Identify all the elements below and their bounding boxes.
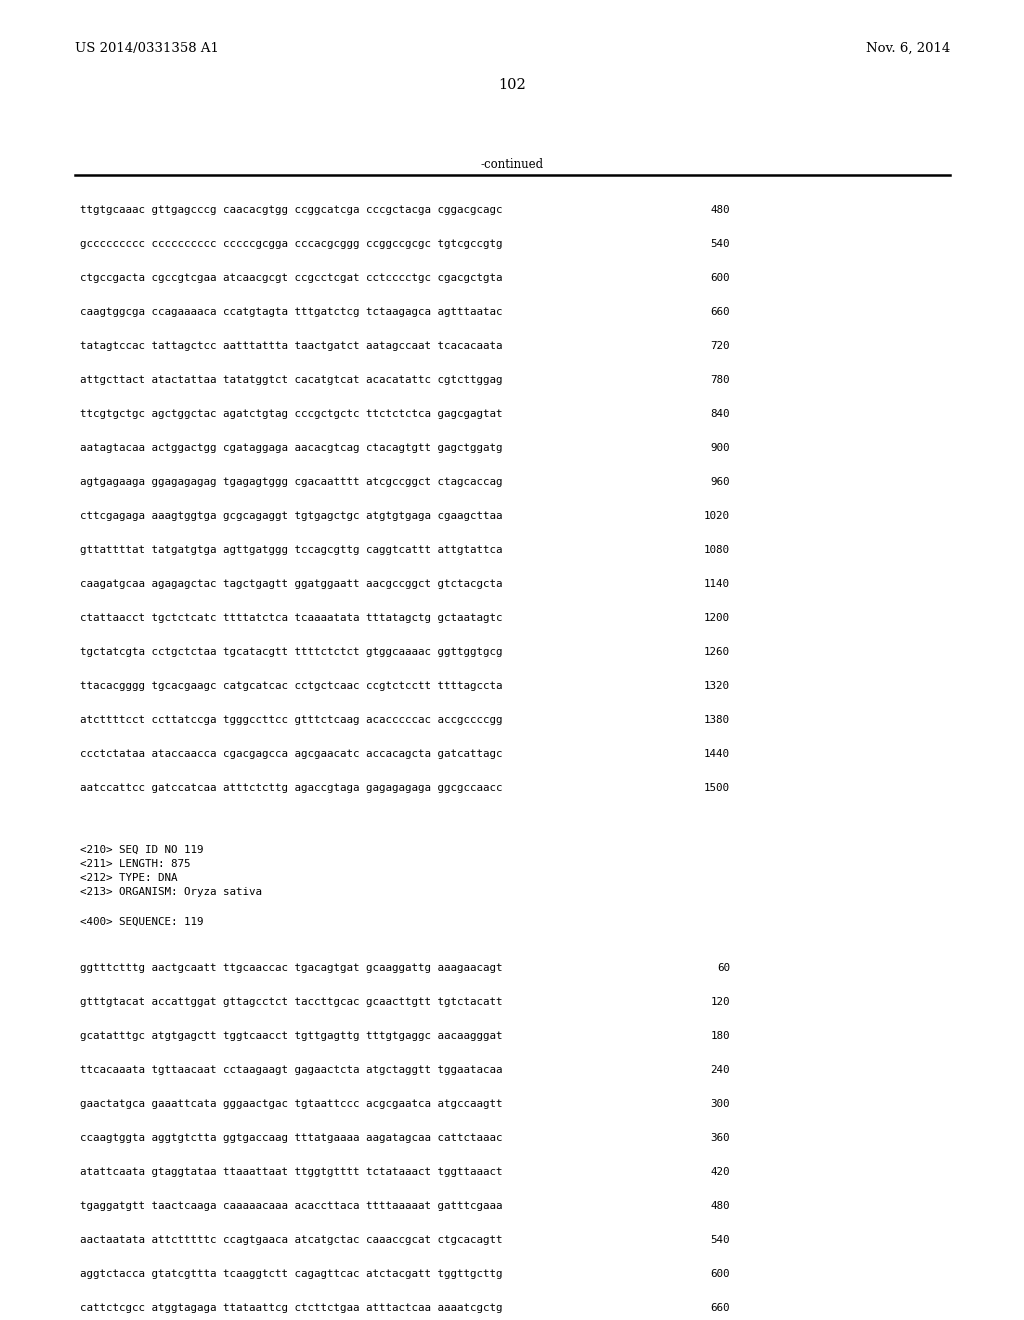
Text: caagtggcga ccagaaaaca ccatgtagta tttgatctcg tctaagagca agtttaatac: caagtggcga ccagaaaaca ccatgtagta tttgatc… <box>80 308 503 317</box>
Text: aatagtacaa actggactgg cgataggaga aacacgtcag ctacagtgtt gagctggatg: aatagtacaa actggactgg cgataggaga aacacgt… <box>80 444 503 453</box>
Text: 1080: 1080 <box>705 545 730 554</box>
Text: aactaatata attctttttc ccagtgaaca atcatgctac caaaccgcat ctgcacagtt: aactaatata attctttttc ccagtgaaca atcatgc… <box>80 1236 503 1245</box>
Text: <212> TYPE: DNA: <212> TYPE: DNA <box>80 873 177 883</box>
Text: gtttgtacat accattggat gttagcctct taccttgcac gcaacttgtt tgtctacatt: gtttgtacat accattggat gttagcctct taccttg… <box>80 997 503 1007</box>
Text: 1440: 1440 <box>705 748 730 759</box>
Text: 900: 900 <box>711 444 730 453</box>
Text: ccctctataa ataccaacca cgacgagcca agcgaacatc accacagcta gatcattagc: ccctctataa ataccaacca cgacgagcca agcgaac… <box>80 748 503 759</box>
Text: 240: 240 <box>711 1065 730 1074</box>
Text: tatagtccac tattagctcc aatttattta taactgatct aatagccaat tcacacaata: tatagtccac tattagctcc aatttattta taactga… <box>80 341 503 351</box>
Text: aggtctacca gtatcgttta tcaaggtctt cagagttcac atctacgatt tggttgcttg: aggtctacca gtatcgttta tcaaggtctt cagagtt… <box>80 1269 503 1279</box>
Text: ctattaacct tgctctcatc ttttatctca tcaaaatata tttatagctg gctaatagtc: ctattaacct tgctctcatc ttttatctca tcaaaat… <box>80 612 503 623</box>
Text: tgctatcgta cctgctctaa tgcatacgtt ttttctctct gtggcaaaac ggttggtgcg: tgctatcgta cctgctctaa tgcatacgtt ttttctc… <box>80 647 503 657</box>
Text: 1260: 1260 <box>705 647 730 657</box>
Text: 660: 660 <box>711 1303 730 1313</box>
Text: 600: 600 <box>711 273 730 282</box>
Text: 960: 960 <box>711 477 730 487</box>
Text: 180: 180 <box>711 1031 730 1041</box>
Text: 480: 480 <box>711 1201 730 1210</box>
Text: gaactatgca gaaattcata gggaactgac tgtaattccc acgcgaatca atgccaagtt: gaactatgca gaaattcata gggaactgac tgtaatt… <box>80 1100 503 1109</box>
Text: 1200: 1200 <box>705 612 730 623</box>
Text: 420: 420 <box>711 1167 730 1177</box>
Text: US 2014/0331358 A1: US 2014/0331358 A1 <box>75 42 219 55</box>
Text: cttcgagaga aaagtggtga gcgcagaggt tgtgagctgc atgtgtgaga cgaagcttaa: cttcgagaga aaagtggtga gcgcagaggt tgtgagc… <box>80 511 503 521</box>
Text: 660: 660 <box>711 308 730 317</box>
Text: gttattttat tatgatgtga agttgatggg tccagcgttg caggtcattt attgtattca: gttattttat tatgatgtga agttgatggg tccagcg… <box>80 545 503 554</box>
Text: gcatatttgc atgtgagctt tggtcaacct tgttgagttg tttgtgaggc aacaagggat: gcatatttgc atgtgagctt tggtcaacct tgttgag… <box>80 1031 503 1041</box>
Text: attgcttact atactattaa tatatggtct cacatgtcat acacatattc cgtcttggag: attgcttact atactattaa tatatggtct cacatgt… <box>80 375 503 385</box>
Text: 102: 102 <box>498 78 526 92</box>
Text: ggtttctttg aactgcaatt ttgcaaccac tgacagtgat gcaaggattg aaagaacagt: ggtttctttg aactgcaatt ttgcaaccac tgacagt… <box>80 964 503 973</box>
Text: -continued: -continued <box>480 158 544 172</box>
Text: ttcgtgctgc agctggctac agatctgtag cccgctgctc ttctctctca gagcgagtat: ttcgtgctgc agctggctac agatctgtag cccgctg… <box>80 409 503 418</box>
Text: ccaagtggta aggtgtctta ggtgaccaag tttatgaaaa aagatagcaa cattctaaac: ccaagtggta aggtgtctta ggtgaccaag tttatga… <box>80 1133 503 1143</box>
Text: atattcaata gtaggtataa ttaaattaat ttggtgtttt tctataaact tggttaaact: atattcaata gtaggtataa ttaaattaat ttggtgt… <box>80 1167 503 1177</box>
Text: ttacacgggg tgcacgaagc catgcatcac cctgctcaac ccgtctcctt ttttagccta: ttacacgggg tgcacgaagc catgcatcac cctgctc… <box>80 681 503 690</box>
Text: tgaggatgtt taactcaaga caaaaacaaa acaccttaca ttttaaaaat gatttcgaaa: tgaggatgtt taactcaaga caaaaacaaa acacctt… <box>80 1201 503 1210</box>
Text: Nov. 6, 2014: Nov. 6, 2014 <box>865 42 950 55</box>
Text: caagatgcaa agagagctac tagctgagtt ggatggaatt aacgccggct gtctacgcta: caagatgcaa agagagctac tagctgagtt ggatgga… <box>80 579 503 589</box>
Text: ttgtgcaaac gttgagcccg caacacgtgg ccggcatcga cccgctacga cggacgcagc: ttgtgcaaac gttgagcccg caacacgtgg ccggcat… <box>80 205 503 215</box>
Text: cattctcgcc atggtagaga ttataattcg ctcttctgaa atttactcaa aaaatcgctg: cattctcgcc atggtagaga ttataattcg ctcttct… <box>80 1303 503 1313</box>
Text: <210> SEQ ID NO 119: <210> SEQ ID NO 119 <box>80 845 204 855</box>
Text: <400> SEQUENCE: 119: <400> SEQUENCE: 119 <box>80 917 204 927</box>
Text: aatccattcc gatccatcaa atttctcttg agaccgtaga gagagagaga ggcgccaacc: aatccattcc gatccatcaa atttctcttg agaccgt… <box>80 783 503 793</box>
Text: 120: 120 <box>711 997 730 1007</box>
Text: 300: 300 <box>711 1100 730 1109</box>
Text: 720: 720 <box>711 341 730 351</box>
Text: 540: 540 <box>711 1236 730 1245</box>
Text: 1020: 1020 <box>705 511 730 521</box>
Text: 780: 780 <box>711 375 730 385</box>
Text: agtgagaaga ggagagagag tgagagtggg cgacaatttt atcgccggct ctagcaccag: agtgagaaga ggagagagag tgagagtggg cgacaat… <box>80 477 503 487</box>
Text: 1140: 1140 <box>705 579 730 589</box>
Text: 360: 360 <box>711 1133 730 1143</box>
Text: ctgccgacta cgccgtcgaa atcaacgcgt ccgcctcgat cctcccctgc cgacgctgta: ctgccgacta cgccgtcgaa atcaacgcgt ccgcctc… <box>80 273 503 282</box>
Text: 1320: 1320 <box>705 681 730 690</box>
Text: ttcacaaata tgttaacaat cctaagaagt gagaactcta atgctaggtt tggaatacaa: ttcacaaata tgttaacaat cctaagaagt gagaact… <box>80 1065 503 1074</box>
Text: 60: 60 <box>717 964 730 973</box>
Text: 1380: 1380 <box>705 715 730 725</box>
Text: 480: 480 <box>711 205 730 215</box>
Text: gccccccccc cccccccccc cccccgcgga cccacgcggg ccggccgcgc tgtcgccgtg: gccccccccc cccccccccc cccccgcgga cccacgc… <box>80 239 503 249</box>
Text: 1500: 1500 <box>705 783 730 793</box>
Text: 540: 540 <box>711 239 730 249</box>
Text: <213> ORGANISM: Oryza sativa: <213> ORGANISM: Oryza sativa <box>80 887 262 898</box>
Text: 840: 840 <box>711 409 730 418</box>
Text: atcttttcct ccttatccga tgggccttcc gtttctcaag acacccccac accgccccgg: atcttttcct ccttatccga tgggccttcc gtttctc… <box>80 715 503 725</box>
Text: <211> LENGTH: 875: <211> LENGTH: 875 <box>80 859 190 869</box>
Text: 600: 600 <box>711 1269 730 1279</box>
